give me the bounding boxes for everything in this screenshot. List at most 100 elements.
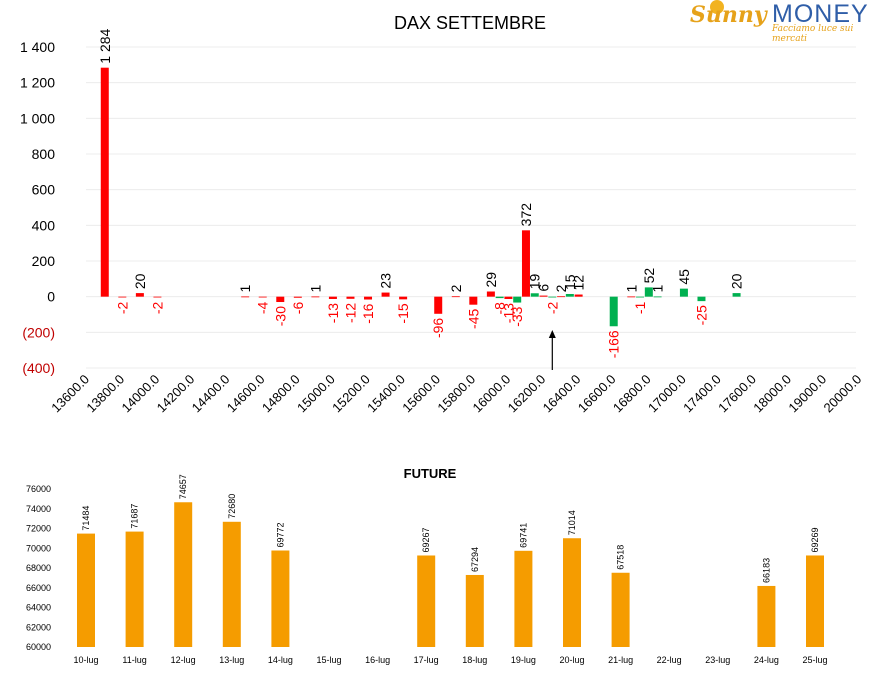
bar [311,296,320,298]
data-label: -25 [693,305,709,325]
data-label: 74657 [178,474,188,499]
bar [530,293,539,297]
data-label: 29 [483,272,499,288]
x-tick-label: 16800.0 [610,372,654,416]
y-tick-label: 0 [47,289,55,305]
data-label: 69267 [421,527,431,552]
x-axis-ticks: 10-lug 11-lug 12-lug 13-lug 14-lug 15-lug 16-l… [73,655,827,665]
data-label: -15 [395,303,411,323]
x-tick-label: 15200.0 [329,372,373,416]
bar [557,296,566,298]
bar [679,288,688,297]
bar [241,296,250,298]
x-tick-label: 15600.0 [399,372,443,416]
x-tick-label: 11-lug [122,655,146,665]
x-tick-label: 18-lug [462,655,487,665]
y-tick-label: 600 [32,182,56,198]
bar [732,293,741,297]
data-label: 23 [378,273,394,289]
data-label: -1 [632,301,648,314]
bar [653,296,662,298]
data-label: 69772 [275,522,285,547]
y-tick-label: 1 000 [20,110,55,126]
x-tick-label: 13800.0 [83,372,127,416]
data-label: -2 [149,301,165,314]
x-tick-label: 15-lug [316,655,341,665]
data-label: -166 [606,330,622,358]
bar [636,296,645,298]
x-tick-label: 17600.0 [715,372,759,416]
bar [153,296,162,298]
x-tick-label: 19000.0 [785,372,829,416]
bar [806,555,824,647]
data-label: 372 [518,203,534,227]
logo-tagline: Facciamo luce sui mercati [772,24,854,44]
chart-title: DAX SETTEMBRE [394,13,546,33]
y-tick-label: 76000 [26,484,51,494]
x-tick-label: 10-lug [73,655,98,665]
y-tick-label: 60000 [26,642,51,652]
x-tick-label: 24-lug [754,655,779,665]
data-label: 69741 [518,523,528,548]
bar [364,296,373,300]
x-tick-label: 14200.0 [154,372,198,416]
bar [451,296,460,298]
data-label: -2 [544,301,560,314]
y-tick-label: 200 [32,253,56,269]
bar [125,531,144,647]
x-tick-label: 16200.0 [505,372,549,416]
y-tick-label: (400) [22,360,55,376]
bar [565,293,574,297]
x-tick-label: 20000.0 [820,372,864,416]
x-tick-label: 19-lug [511,655,536,665]
data-label: 71687 [130,504,140,529]
data-label: 19 [527,273,543,289]
bar [258,296,267,298]
y-tick-label: 800 [32,146,56,162]
bar [434,296,443,314]
data-label: -13 [500,303,516,323]
data-label: 71014 [567,510,577,535]
y-tick-label: 400 [32,217,56,233]
bar [222,521,241,647]
x-tick-label: 14400.0 [189,372,233,416]
data-label: 12 [571,275,587,291]
data-label: 67518 [616,545,626,570]
x-tick-label: 16000.0 [469,372,513,416]
bar [644,287,653,297]
data-label: 66183 [761,558,771,583]
x-tick-label: 14000.0 [118,372,162,416]
bar [381,292,390,297]
data-label: 72680 [227,494,237,519]
bar [513,296,522,303]
data-label: 1 284 [97,28,113,63]
bar [174,502,193,647]
data-label: -4 [255,301,271,314]
data-label: 2 [553,284,569,292]
data-label: -12 [342,303,358,323]
arrow-head [548,330,556,338]
x-tick-label: 23-lug [705,655,730,665]
data-label: -96 [430,318,446,338]
bar [514,550,533,647]
x-tick-label: 17-lug [414,655,439,665]
arrow-annotation [548,330,556,370]
x-tick-label: 13600.0 [48,372,92,416]
bar [757,585,776,647]
bar [563,538,581,647]
x-tick-label: 17000.0 [645,372,689,416]
data-label: -16 [360,303,376,323]
x-tick-label: 15000.0 [294,372,338,416]
x-tick-label: 12-lug [171,655,196,665]
bar [486,291,495,297]
y-axis-ticks: 76000 74000 72000 70000 68000 66000 64000 62000… [26,484,51,652]
bar [627,296,636,298]
bar [504,296,513,299]
gridlines [86,46,856,369]
y-tick-label: 70000 [26,543,51,553]
bar [465,574,484,647]
bar [399,296,408,300]
data-label: 20 [132,273,148,289]
x-tick-label: 15800.0 [434,372,478,416]
